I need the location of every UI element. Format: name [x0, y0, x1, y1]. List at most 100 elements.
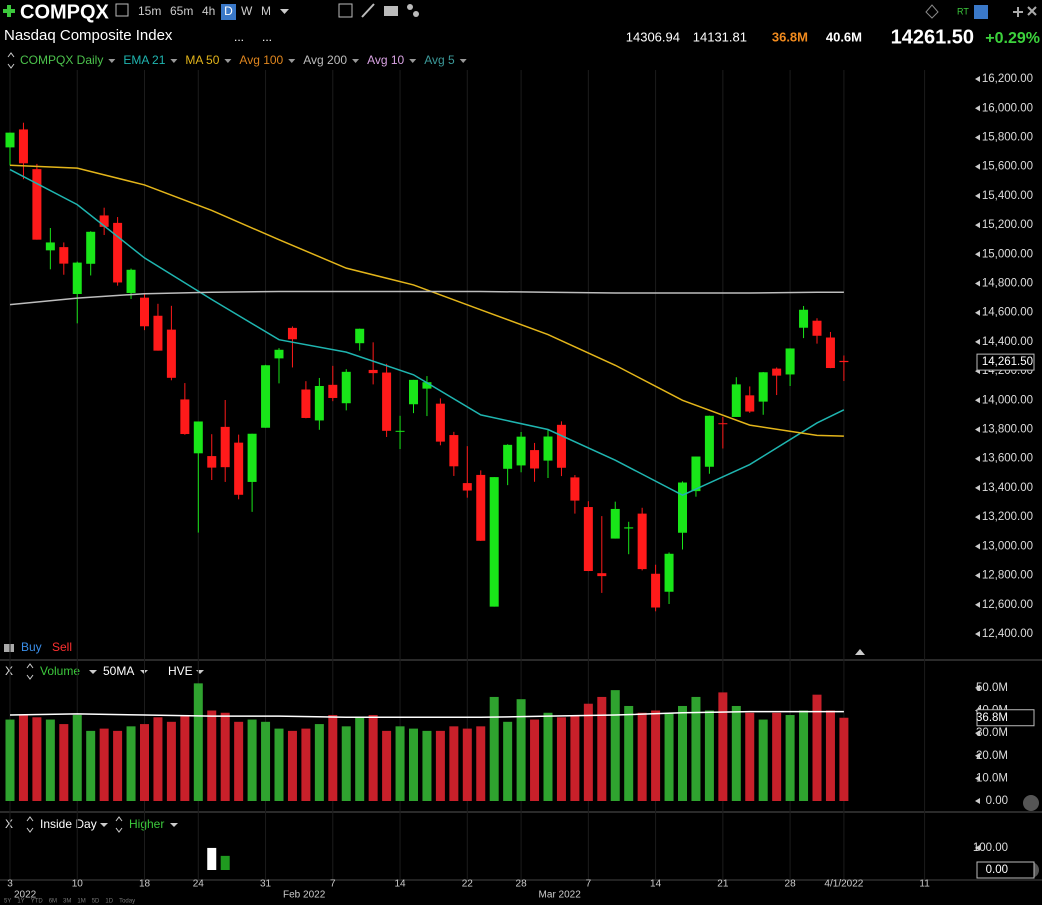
range-button[interactable]: 6M	[49, 899, 57, 905]
star-icon[interactable]	[925, 4, 939, 19]
symbol[interactable]: COMPQX	[20, 1, 110, 23]
timeframe[interactable]: 15m	[138, 4, 161, 18]
panel-toggle[interactable]	[26, 663, 34, 680]
y-tick-label: 16,000.00	[982, 102, 1033, 114]
bar	[449, 726, 459, 801]
realtime[interactable]: RT	[957, 6, 969, 16]
dropdown[interactable]	[100, 823, 108, 827]
legend-entry[interactable]: EMA 21	[123, 53, 165, 67]
draw-icon[interactable]	[361, 3, 375, 18]
close-icon[interactable]	[1027, 6, 1037, 16]
dropdown[interactable]	[280, 9, 289, 14]
candle-body	[825, 337, 835, 369]
candle-body	[180, 399, 190, 435]
legend-entry[interactable]: Avg 10	[367, 53, 404, 67]
bar	[691, 696, 701, 801]
bar	[382, 730, 392, 801]
tool-icon[interactable]	[338, 3, 353, 18]
candle-body	[5, 132, 15, 148]
bar	[355, 717, 365, 801]
range-button[interactable]: 1M	[77, 899, 85, 905]
x-tick-label: 7	[586, 879, 592, 890]
dropdown[interactable]	[89, 670, 97, 674]
bar	[234, 721, 244, 801]
bar	[314, 724, 324, 801]
expand-button[interactable]	[1023, 795, 1039, 811]
bar	[409, 728, 418, 801]
candle-body	[570, 477, 580, 501]
last-value-box	[976, 861, 1035, 879]
timeframe[interactable]: M	[261, 4, 271, 18]
sell-button[interactable]: Sell	[52, 640, 72, 654]
y-tick-label: 12,600.00	[982, 599, 1033, 611]
range-button[interactable]: 1D	[105, 899, 113, 905]
dropdown[interactable]	[170, 823, 178, 827]
bar	[59, 724, 69, 801]
panel-title[interactable]: HVE	[168, 664, 193, 678]
candle-body	[140, 297, 149, 327]
panel-title[interactable]: 50MA	[103, 664, 134, 678]
list-icon[interactable]	[115, 3, 129, 17]
range-button[interactable]: 3M	[63, 899, 71, 905]
scroll-up[interactable]	[855, 649, 865, 655]
panel-title[interactable]: Volume	[40, 664, 80, 678]
timeframe[interactable]: D	[224, 4, 233, 18]
last-value-box	[976, 709, 1035, 727]
x-month-label: Feb 2022	[283, 890, 326, 901]
legend-entry[interactable]: Avg 200	[303, 53, 347, 67]
y-tick	[975, 426, 980, 433]
timeframe[interactable]: W	[241, 4, 253, 18]
legend-entry[interactable]: COMPQX Daily	[20, 53, 103, 67]
timeframe[interactable]: 65m	[170, 4, 193, 18]
candle-body	[220, 426, 230, 468]
range-button[interactable]: 1Y	[17, 899, 24, 905]
trade-icon[interactable]	[4, 644, 14, 652]
timeframe-active[interactable]	[221, 4, 236, 20]
bar	[785, 715, 795, 801]
s-icon[interactable]	[974, 5, 988, 19]
y-tick-label: 15,600.00	[982, 161, 1033, 173]
y-tick	[975, 192, 980, 199]
buy-button[interactable]: Buy	[21, 640, 42, 654]
range-button[interactable]: 5Y	[4, 899, 11, 905]
close-panel[interactable]: X	[5, 817, 13, 831]
candle-body	[409, 379, 418, 405]
range-button[interactable]: YTD	[31, 899, 44, 905]
panel-toggle[interactable]	[26, 816, 34, 833]
panel-title[interactable]: Higher	[129, 817, 164, 831]
bar	[597, 696, 607, 801]
candle-body	[745, 395, 755, 412]
tool-icon[interactable]	[384, 6, 398, 16]
range-button[interactable]: Today	[119, 899, 135, 905]
x-month-label: Mar 2022	[539, 890, 582, 901]
index-name: Nasdaq Composite Index	[4, 27, 173, 44]
legend-entry[interactable]: Avg 100	[239, 53, 283, 67]
bar	[287, 730, 297, 801]
y-tick	[975, 798, 980, 804]
bar	[220, 712, 230, 801]
legend-toggle[interactable]	[7, 52, 15, 69]
candle-body	[449, 435, 459, 467]
legend-dropdown	[352, 59, 360, 63]
panel-toggle[interactable]	[115, 816, 123, 833]
range-button[interactable]: 5D	[92, 899, 100, 905]
y-tick-label: 10.0M	[976, 772, 1008, 784]
close-panel[interactable]: X	[5, 664, 13, 678]
timeframe[interactable]: 4h	[202, 4, 215, 18]
candle-body	[731, 384, 741, 417]
bar	[193, 683, 203, 801]
y-tick-label: 13,800.00	[982, 424, 1033, 436]
bar	[556, 717, 566, 801]
candle-body	[395, 430, 405, 432]
share-icon[interactable]	[407, 4, 413, 10]
add-icon[interactable]	[7, 5, 11, 17]
y-tick-label: 100.00	[973, 842, 1008, 854]
move-icon[interactable]	[1013, 7, 1023, 17]
share-icon[interactable]	[413, 11, 419, 17]
candle-body	[678, 482, 687, 533]
legend-entry[interactable]: MA 50	[185, 53, 219, 67]
legend-entry[interactable]: Avg 5	[424, 53, 455, 67]
y-tick	[975, 844, 980, 851]
panel-title[interactable]: Inside Day	[40, 817, 97, 831]
